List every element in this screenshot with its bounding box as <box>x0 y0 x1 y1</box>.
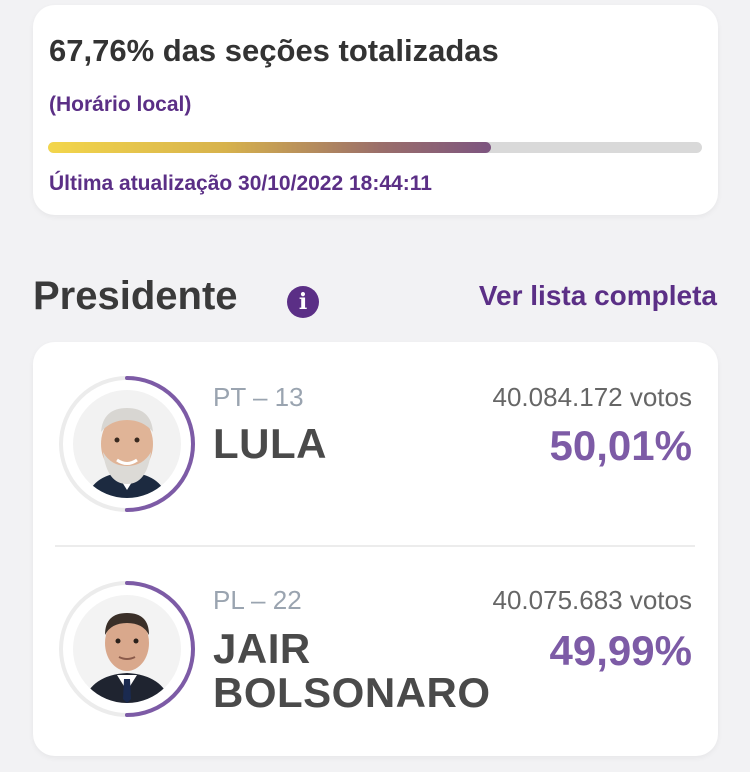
totalization-title: 67,76% das seções totalizadas <box>49 33 499 68</box>
totalization-progress-fill <box>48 142 492 153</box>
candidate-party: PL – 22 <box>213 585 302 615</box>
candidate-name-line: LULA <box>213 420 327 467</box>
vote-share-ring <box>59 376 195 512</box>
candidate-votes: 40.075.683 votos <box>492 585 693 615</box>
candidate-photo <box>73 390 181 498</box>
candidate-name: LULA <box>213 422 327 466</box>
totalization-progress-bar <box>48 142 702 153</box>
candidate-percent: 49,99% <box>549 627 692 674</box>
candidate-name: JAIR BOLSONARO <box>213 627 491 715</box>
candidates-card: PT – 13 LULA 40.084.172 votos 50,01% <box>33 342 718 756</box>
candidate-party: PT – 13 <box>213 382 304 412</box>
candidate-name-line: JAIR <box>213 625 311 672</box>
candidate-name-line: BOLSONARO <box>213 669 491 716</box>
candidate-votes: 40.084.172 votos <box>492 382 693 412</box>
section-title: Presidente <box>33 274 238 318</box>
see-full-list-link[interactable]: Ver lista completa <box>478 280 717 311</box>
last-update-text: Última atualização 30/10/2022 18:44:11 <box>49 172 432 195</box>
candidate-avatar <box>57 579 197 719</box>
totalization-card: 67,76% das seções totalizadas (Horário l… <box>33 5 718 215</box>
row-divider <box>55 545 695 547</box>
candidate-percent: 50,01% <box>549 422 692 469</box>
candidate-avatar <box>57 374 197 514</box>
local-time-note: (Horário local) <box>49 93 192 116</box>
vote-share-ring <box>59 581 195 717</box>
info-icon[interactable]: i <box>287 286 319 318</box>
candidate-photo <box>73 595 181 703</box>
